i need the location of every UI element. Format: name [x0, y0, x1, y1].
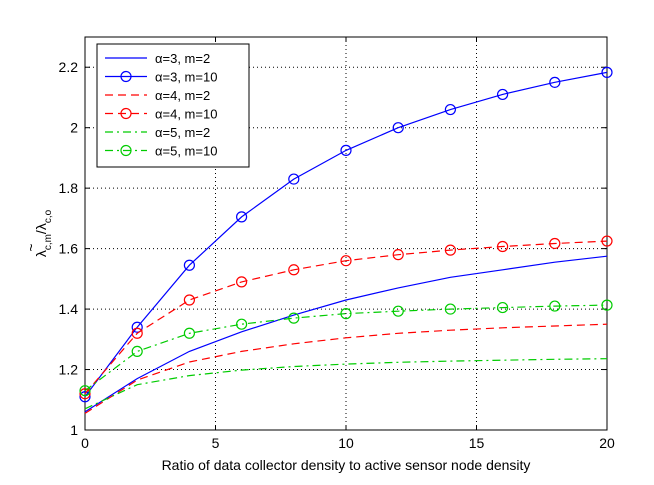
data-point: [183, 327, 195, 339]
legend-label: α=4, m=10: [155, 107, 217, 122]
y-tick-label: 1.2: [59, 362, 79, 378]
data-point: [601, 66, 613, 78]
data-point: [288, 264, 300, 276]
legend-entry: α=3, m=2: [105, 51, 210, 66]
data-point: [444, 303, 456, 315]
series-3: [84, 323, 608, 414]
y-tick-label: 1.4: [59, 301, 79, 317]
series-4: [79, 235, 613, 400]
y-axis-label-text: λc,m/λc,o: [33, 209, 54, 257]
data-point: [288, 173, 300, 185]
data-point: [236, 211, 248, 223]
x-tick-label: 5: [212, 435, 220, 451]
data-point: [392, 305, 404, 317]
y-tick-label: 1.8: [59, 180, 79, 196]
axis-ticks: 0 5 10 15 20 1 1.2 1.4 1.6 1.8 2 2.2: [59, 37, 615, 451]
data-point: [340, 255, 352, 267]
series-6: [79, 299, 613, 397]
series-line: [84, 255, 608, 413]
legend-swatch-marker: [120, 107, 132, 120]
data-point: [392, 249, 404, 261]
series-layer: [79, 66, 613, 414]
x-tick-label: 10: [338, 435, 354, 451]
x-axis-label: Ratio of data collector density to activ…: [162, 457, 531, 473]
y-label-tilde: ~: [23, 243, 39, 251]
y-tick-label: 2.2: [59, 59, 79, 75]
series-line: [84, 240, 608, 395]
legend-entry: α=5, m=10: [105, 144, 217, 159]
data-point: [497, 240, 509, 253]
data-point: [131, 327, 143, 339]
data-point: [131, 345, 143, 357]
series-2: [79, 66, 613, 403]
data-point: [549, 76, 561, 88]
data-point: [79, 385, 91, 397]
legend-swatch-marker: [120, 70, 132, 83]
series-5: [84, 358, 608, 410]
y-label-subscript-1: c,m: [43, 234, 54, 250]
data-point: [601, 299, 613, 311]
data-point: [444, 244, 456, 256]
y-tick-label: 1: [70, 422, 78, 438]
x-tick-label: 20: [599, 435, 615, 451]
legend-label: α=5, m=2: [155, 125, 210, 140]
legend: α=3, m=2 α=3, m=10 α=4, m=2 α=4, m=10 α=5, m…: [96, 43, 250, 168]
legend-entry: α=4, m=10: [105, 107, 217, 122]
legend-label: α=3, m=10: [155, 70, 217, 85]
data-point: [549, 300, 561, 312]
data-point: [497, 88, 509, 101]
data-point: [549, 237, 561, 250]
data-point: [601, 235, 613, 247]
y-label-slash-lambda: /λ: [33, 223, 49, 234]
data-point: [79, 391, 91, 403]
legend-label: α=4, m=2: [155, 88, 210, 103]
data-point: [288, 312, 300, 324]
y-axis-label: λc,m/λc,o ~: [23, 209, 54, 257]
data-point: [183, 259, 195, 271]
data-point: [497, 301, 509, 314]
data-point: [79, 388, 91, 400]
data-point: [340, 144, 352, 156]
series-1: [84, 255, 608, 413]
series-line: [84, 358, 608, 410]
legend-label: α=5, m=10: [155, 144, 217, 159]
series-line: [84, 71, 608, 398]
data-point: [392, 122, 404, 134]
data-point: [340, 308, 352, 320]
data-point: [183, 294, 195, 306]
legend-label: α=3, m=2: [155, 51, 210, 66]
data-point: [131, 321, 143, 333]
legend-entry: α=3, m=10: [105, 70, 217, 85]
y-tick-label: 2: [70, 120, 78, 136]
legend-entry: α=5, m=2: [105, 125, 210, 140]
y-label-subscript-2: c,o: [43, 209, 54, 223]
x-tick-label: 0: [81, 435, 89, 451]
series-line: [84, 304, 608, 392]
data-point: [236, 276, 248, 288]
y-tick-label: 1.6: [59, 241, 79, 257]
data-point: [236, 318, 248, 330]
series-line: [84, 323, 608, 414]
legend-entry: α=4, m=2: [105, 88, 210, 103]
legend-swatch-marker: [120, 144, 132, 157]
data-point: [444, 103, 456, 116]
x-tick-label: 15: [469, 435, 485, 451]
y-label-lambda: λ: [33, 250, 49, 257]
